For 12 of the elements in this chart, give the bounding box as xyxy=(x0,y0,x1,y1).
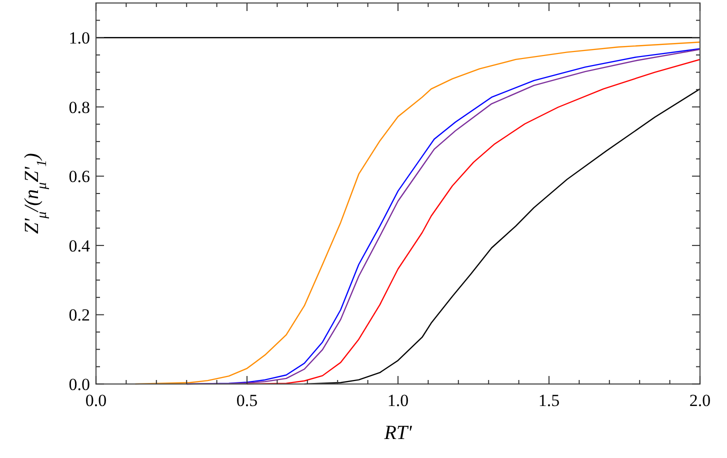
x-axis-title: RT' xyxy=(383,422,413,444)
y-tick-label: 0.8 xyxy=(68,98,90,117)
x-tick-label: 2.0 xyxy=(689,391,711,410)
y-tick-label: 0.4 xyxy=(68,236,90,256)
y-tick-label: 0.2 xyxy=(68,306,90,325)
y-tick-label: 1.0 xyxy=(68,28,90,48)
y-tick-label: 0.0 xyxy=(68,375,90,394)
x-tick-label: 0.0 xyxy=(85,391,107,410)
y-tick-label: 0.6 xyxy=(68,167,90,186)
x-tick-label: 1.0 xyxy=(387,391,409,410)
x-tick-label: 0.5 xyxy=(236,391,258,410)
x-tick-label: 1.5 xyxy=(538,391,560,410)
